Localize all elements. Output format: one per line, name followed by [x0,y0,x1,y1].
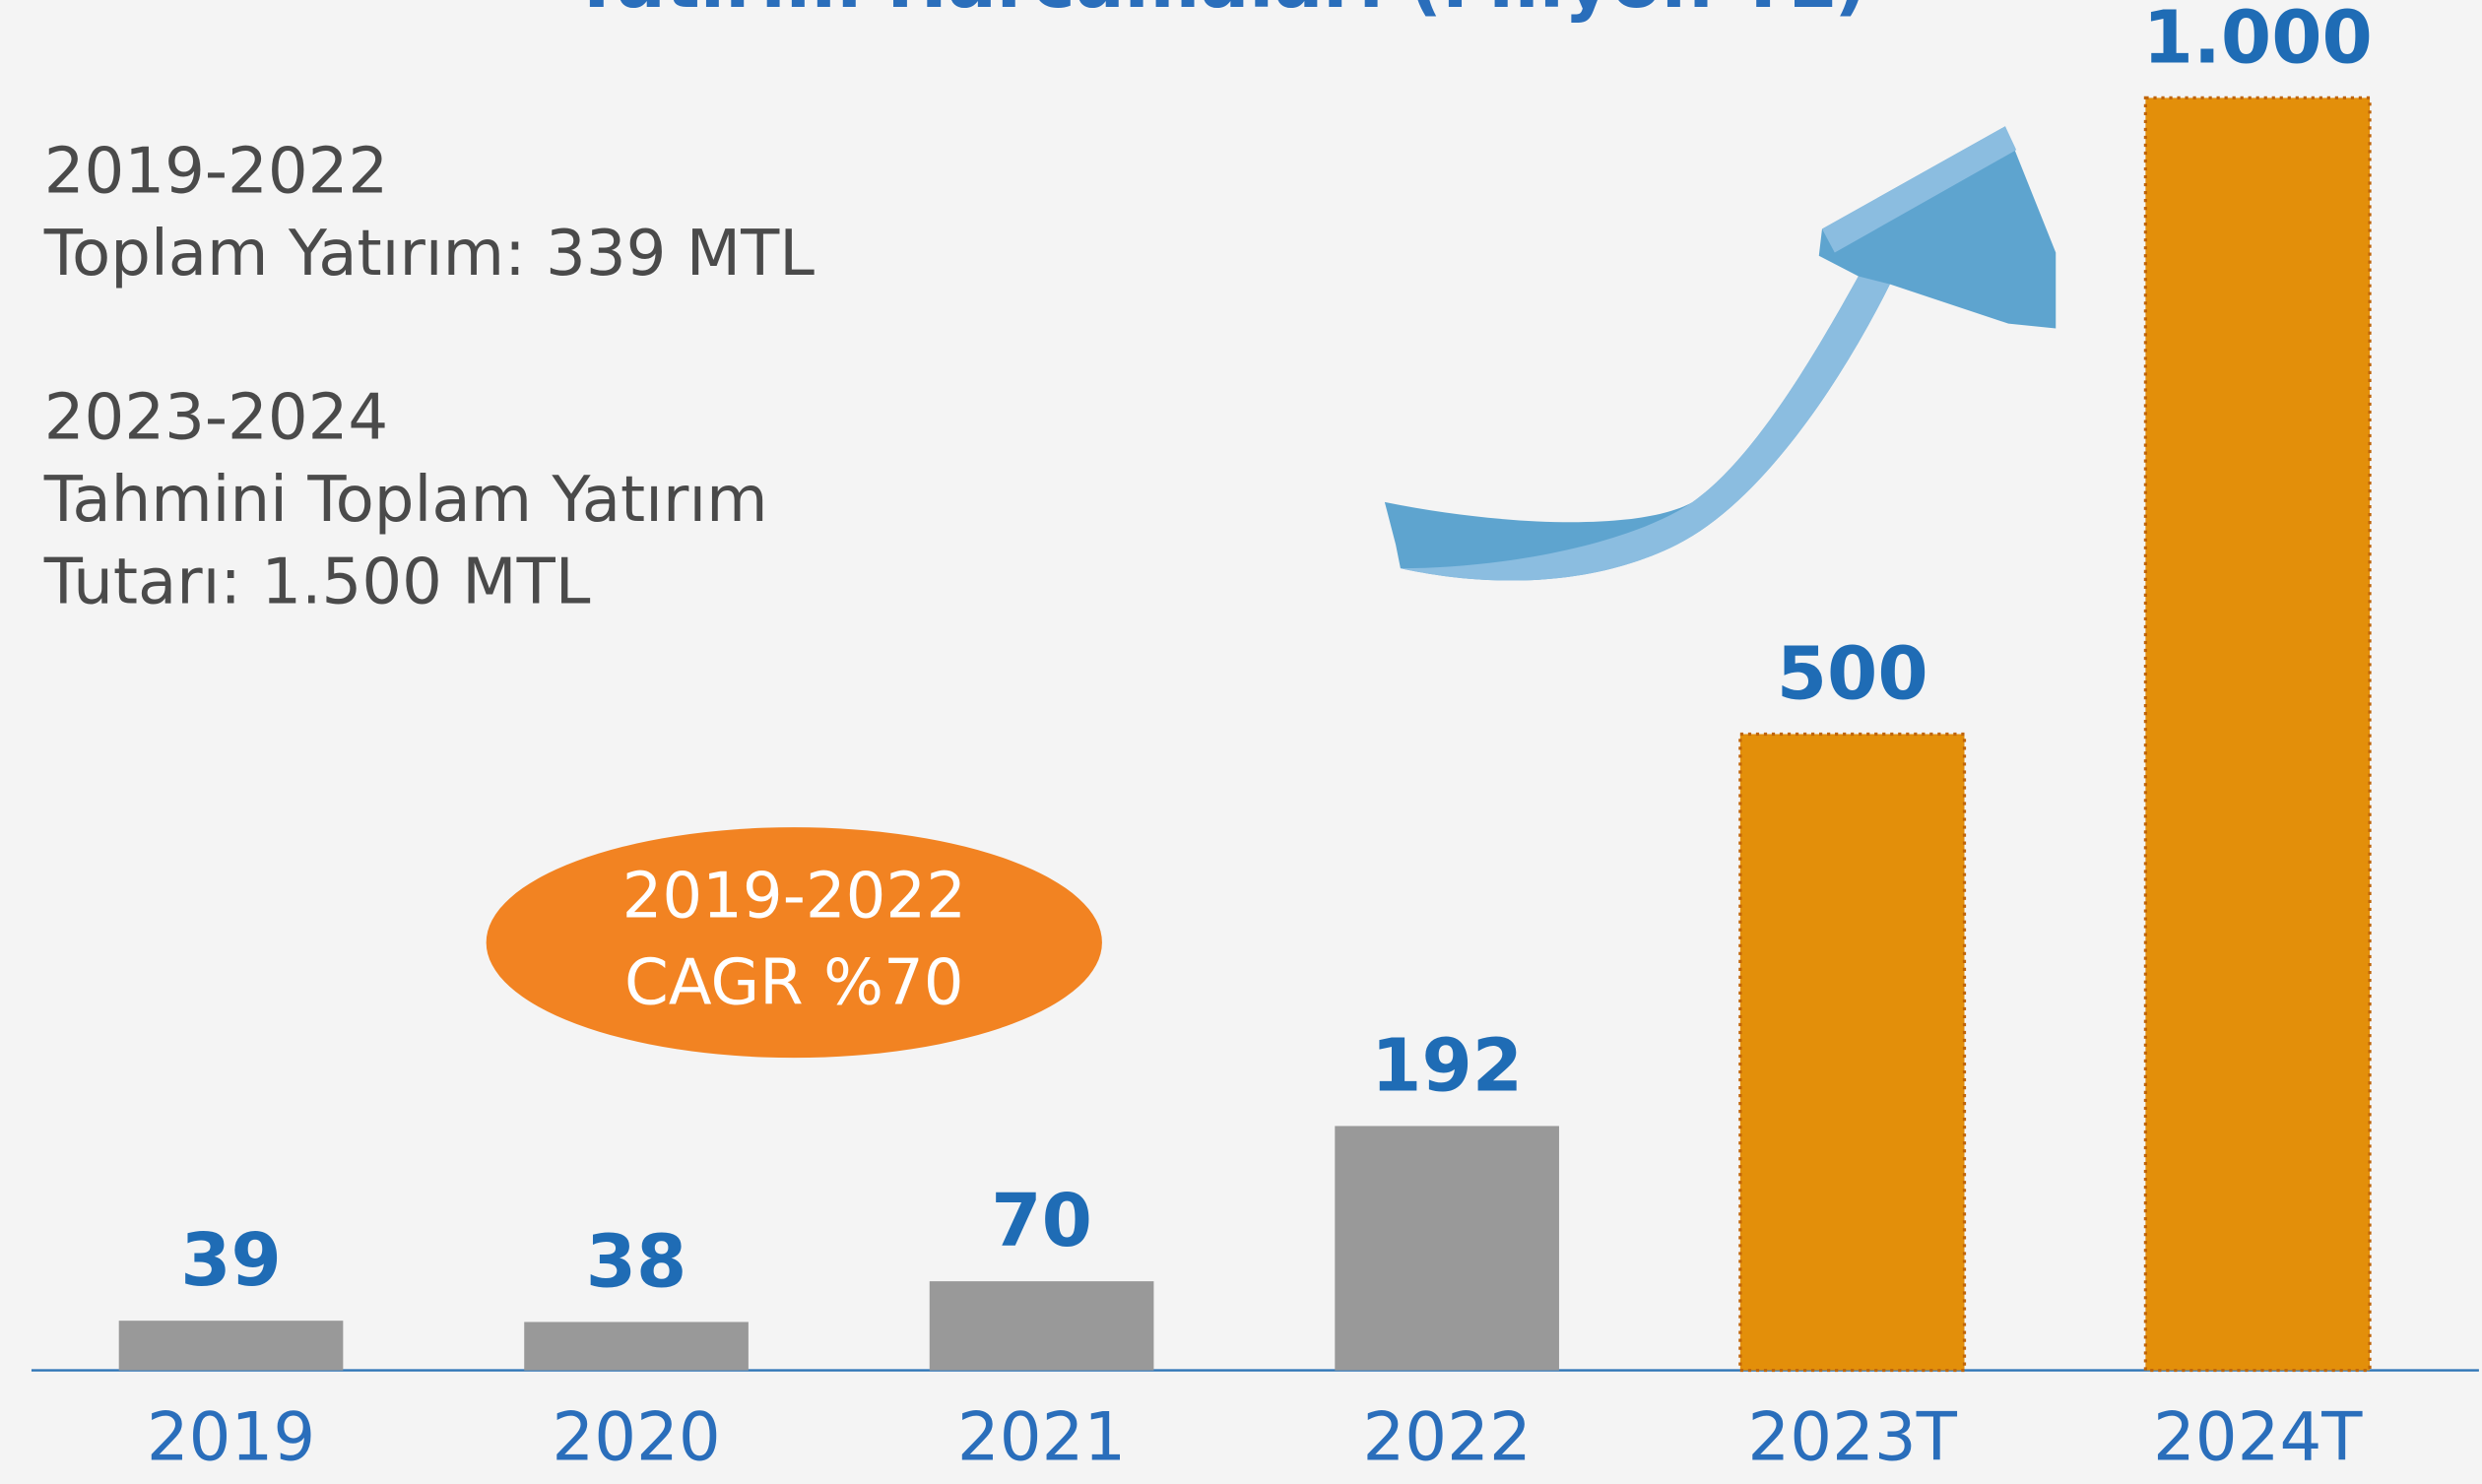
x-tick-label: 2024T [2153,1398,2363,1475]
x-tick-label: 2019 [147,1398,315,1475]
x-tick-label: 2021 [957,1398,1126,1475]
bar [118,1321,344,1371]
bar [929,1281,1154,1371]
growth-arrow [1384,126,2057,581]
note-line: Toplam Yatırım: 339 MTL [43,217,815,290]
value-label: 1.000 [2143,0,2373,80]
bar [524,1322,749,1371]
x-tick-label: 2022 [1362,1398,1531,1475]
value-label: 39 [180,1219,282,1303]
note-line: Tutarı: 1.500 MTL [43,545,591,618]
bar [1335,1126,1559,1371]
value-label: 38 [586,1220,687,1304]
note-line: 2019-2022 [44,135,388,209]
value-label: 500 [1777,632,1928,716]
note-line: Tahmini Toplam Yatırım [43,463,768,537]
value-label: 192 [1371,1024,1523,1108]
x-tick-label: 2020 [552,1398,720,1475]
cagr-badge [486,827,1102,1059]
note-line: 2023-2024 [44,381,388,455]
background [3,0,2479,1484]
chart-title: Yatırım Harcamaları (Milyon TL) [569,0,1867,25]
badge-text: CAGR %70 [624,946,964,1020]
x-tick-label: 2023T [1747,1398,1957,1475]
bar [2143,96,2372,1373]
value-label: 70 [991,1180,1092,1263]
badge-text: 2019-2022 [622,859,966,933]
bar [1738,732,1967,1373]
